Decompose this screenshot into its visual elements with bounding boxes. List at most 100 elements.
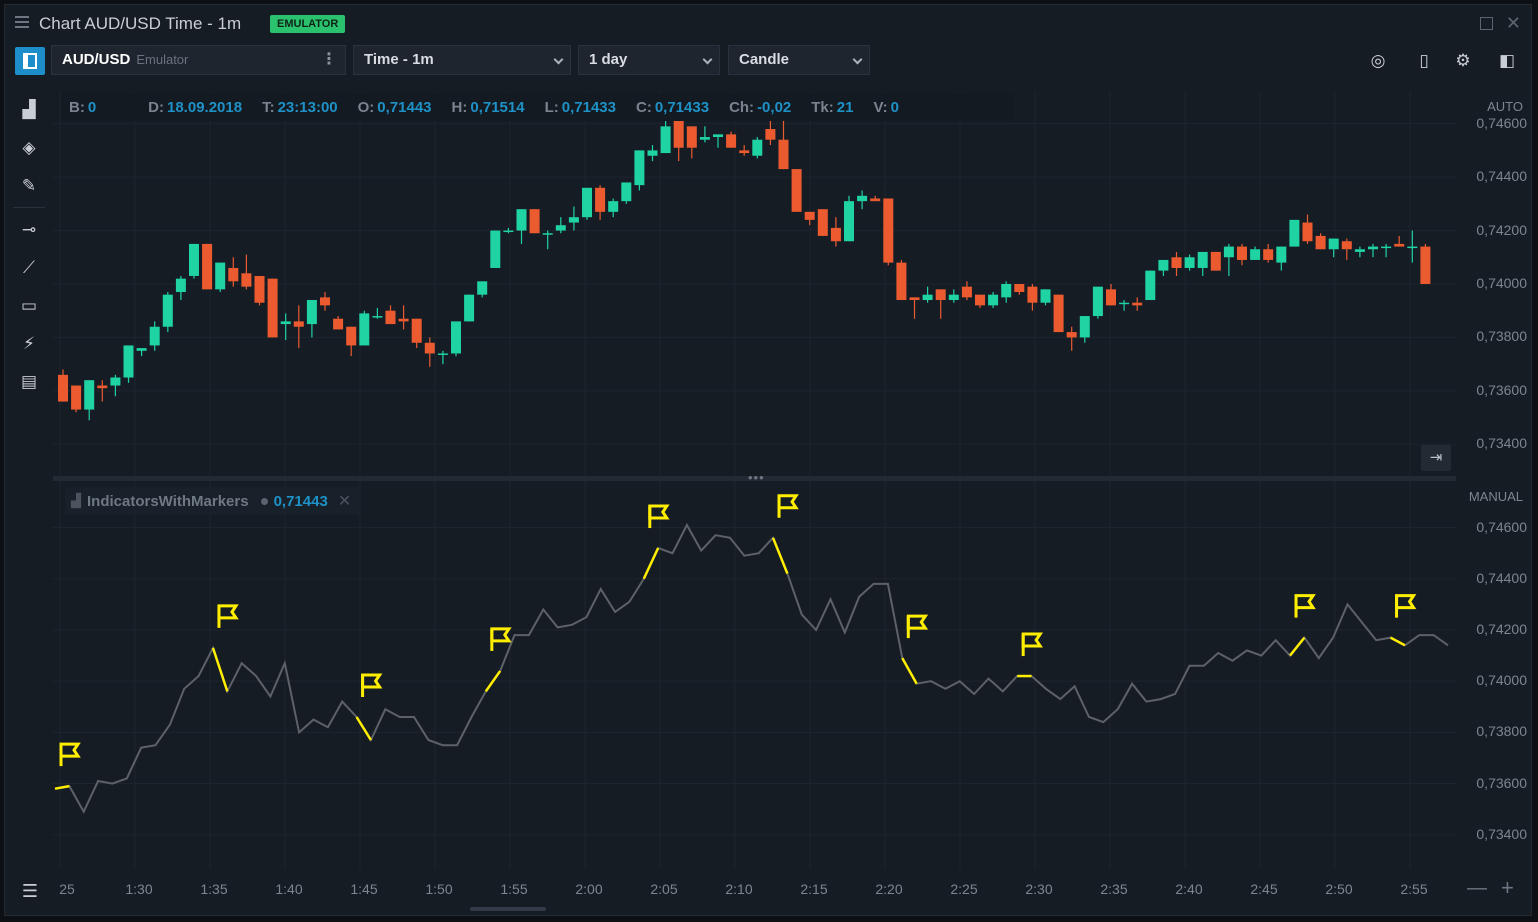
drawing-toolbar: ▟ ◈ ✎ ⊸ ⟋ ▭ ⚡ ▤ (5, 91, 53, 917)
main-price-axis[interactable]: AUTO 0,74600 0,74400 0,74200 0,74000 0,73800… (1456, 91, 1533, 476)
time-tick-label: 2:55 (1400, 881, 1428, 897)
indicator-legend[interactable]: ▟ IndicatorsWithMarkers 0,71443 ✕ (65, 487, 362, 515)
candle-body (1354, 249, 1365, 252)
candle-body (1197, 251, 1208, 268)
candle-body (1210, 251, 1221, 271)
rectangle-icon[interactable]: ▭ (20, 296, 38, 315)
layout-toggle-button[interactable] (15, 47, 45, 75)
candle-body (1289, 219, 1300, 247)
indicator-pane[interactable] (53, 481, 1456, 869)
candle-body (123, 345, 134, 378)
candle-body (621, 182, 632, 202)
change-label: Ch: (729, 98, 755, 116)
close-label: C: (636, 98, 652, 116)
bar-value: 0 (87, 98, 97, 116)
symbol-selector[interactable]: AUD/USD Emulator ⋮ (51, 45, 346, 75)
panel-icon (23, 53, 37, 69)
date-value: 18.09.2018 (167, 98, 243, 116)
candle-body (883, 198, 894, 263)
edit-drawing-icon[interactable]: ✎ (21, 176, 37, 195)
zoom-out-icon[interactable]: — (1467, 877, 1487, 899)
levels-icon[interactable]: ▤ (20, 372, 38, 391)
indicator-tick-label: 0,73600 (1476, 774, 1527, 791)
marker-segment (54, 784, 70, 790)
candle-body (1407, 246, 1418, 249)
aggregation-dropdown[interactable]: Time - 1m (353, 45, 571, 75)
scan-chart-icon[interactable]: ◎ (1370, 51, 1386, 70)
maximize-icon[interactable] (1480, 17, 1493, 30)
marker-segment (771, 537, 789, 575)
candle-body (1263, 249, 1274, 260)
candle-body (136, 348, 147, 351)
horizontal-scrollbar[interactable] (470, 907, 546, 911)
candle-body (1066, 332, 1077, 338)
marker-segment (1289, 636, 1306, 657)
open-value: 0,71443 (377, 98, 432, 116)
window-title: Chart AUD/USD Time - 1m (39, 14, 242, 33)
indicators-icon[interactable]: ▟ (22, 100, 36, 119)
high-value: 0,71514 (470, 98, 525, 116)
marker-segment (211, 647, 229, 692)
indicator-tick-label: 0,73800 (1476, 723, 1527, 740)
fibonacci-icon[interactable]: ⚡ (23, 334, 35, 353)
price-tick-label: 0,73800 (1476, 328, 1527, 345)
candle-body (175, 278, 186, 293)
side-panel-icon[interactable]: ◧ (1498, 51, 1516, 70)
time-axis[interactable]: 25 1:30 1:35 1:40 1:45 1:50 1:55 2:00 2:05 2:10 2:… (53, 871, 1456, 917)
candle-body (1079, 316, 1090, 338)
horizontal-line-icon[interactable]: ⊸ (21, 220, 37, 239)
candle-body (817, 209, 828, 236)
indicator-price-axis[interactable]: MANUAL 0,74600 0,74400 0,74200 0,74000 0,738… (1456, 481, 1533, 869)
time-tick-label: 2:40 (1175, 881, 1203, 897)
candle-body (765, 129, 776, 140)
hamburger-menu-icon[interactable] (15, 16, 29, 28)
price-tick-label: 0,74000 (1476, 274, 1527, 291)
indicator-line-chart (53, 481, 1456, 869)
manual-scale-mode[interactable]: MANUAL (1468, 489, 1523, 504)
candle-body (791, 169, 802, 212)
main-chart-pane[interactable] (53, 91, 1456, 476)
candle-body (254, 275, 265, 303)
layers-icon[interactable]: ◈ (22, 138, 36, 157)
gear-icon[interactable]: ⚙ (1455, 51, 1471, 70)
scroll-to-end-button[interactable]: ⇥ (1421, 445, 1451, 471)
list-icon[interactable]: ☰ (21, 881, 39, 901)
candle-body (1001, 283, 1012, 298)
ticks-value: 21 (836, 98, 854, 116)
chart-toolbar: AUD/USD Emulator ⋮ Time - 1m 1 day Candle… (5, 45, 1531, 79)
time-tick-label: 2:05 (650, 881, 678, 897)
chart-style-dropdown[interactable]: Candle (728, 45, 870, 75)
candle-body (306, 300, 317, 325)
mouse-icon[interactable]: ▯ (1419, 51, 1429, 70)
candle-body (961, 286, 972, 298)
indicator-color-dot (260, 497, 268, 505)
candle-body (582, 187, 592, 218)
time-tick-label: 2:00 (575, 881, 603, 897)
period-value: 1 day (589, 51, 628, 68)
period-dropdown[interactable]: 1 day (578, 45, 720, 75)
candle-body (1302, 222, 1313, 242)
candle-body (437, 353, 448, 355)
marker-segment (355, 716, 372, 741)
time-tick-label: 2:10 (725, 881, 753, 897)
candle-body (830, 227, 841, 242)
zoom-in-icon[interactable]: + (1501, 875, 1514, 900)
candle-body (1132, 302, 1143, 306)
time-tick-label: 1:45 (350, 881, 378, 897)
candle-body (1394, 243, 1405, 247)
candle-body (542, 233, 553, 235)
close-icon[interactable]: ✕ (1505, 13, 1521, 33)
candle-body (215, 262, 226, 290)
candle-body (228, 267, 239, 282)
trend-line-icon[interactable]: ⟋ (23, 258, 35, 277)
time-tick-label: 25 (59, 881, 75, 897)
more-dots-icon[interactable]: ⋮ (321, 51, 337, 68)
autoscale-mode[interactable]: AUTO (1487, 99, 1523, 114)
candle-body (398, 318, 409, 322)
volume-value: 0 (890, 98, 899, 116)
candle-body (58, 374, 68, 402)
chart-window: Chart AUD/USD Time - 1m EMULATOR ✕ AUD/U… (4, 4, 1532, 916)
remove-indicator-icon[interactable]: ✕ (337, 493, 352, 510)
candle-body (490, 230, 501, 268)
flag-marker-icon (1395, 594, 1417, 618)
